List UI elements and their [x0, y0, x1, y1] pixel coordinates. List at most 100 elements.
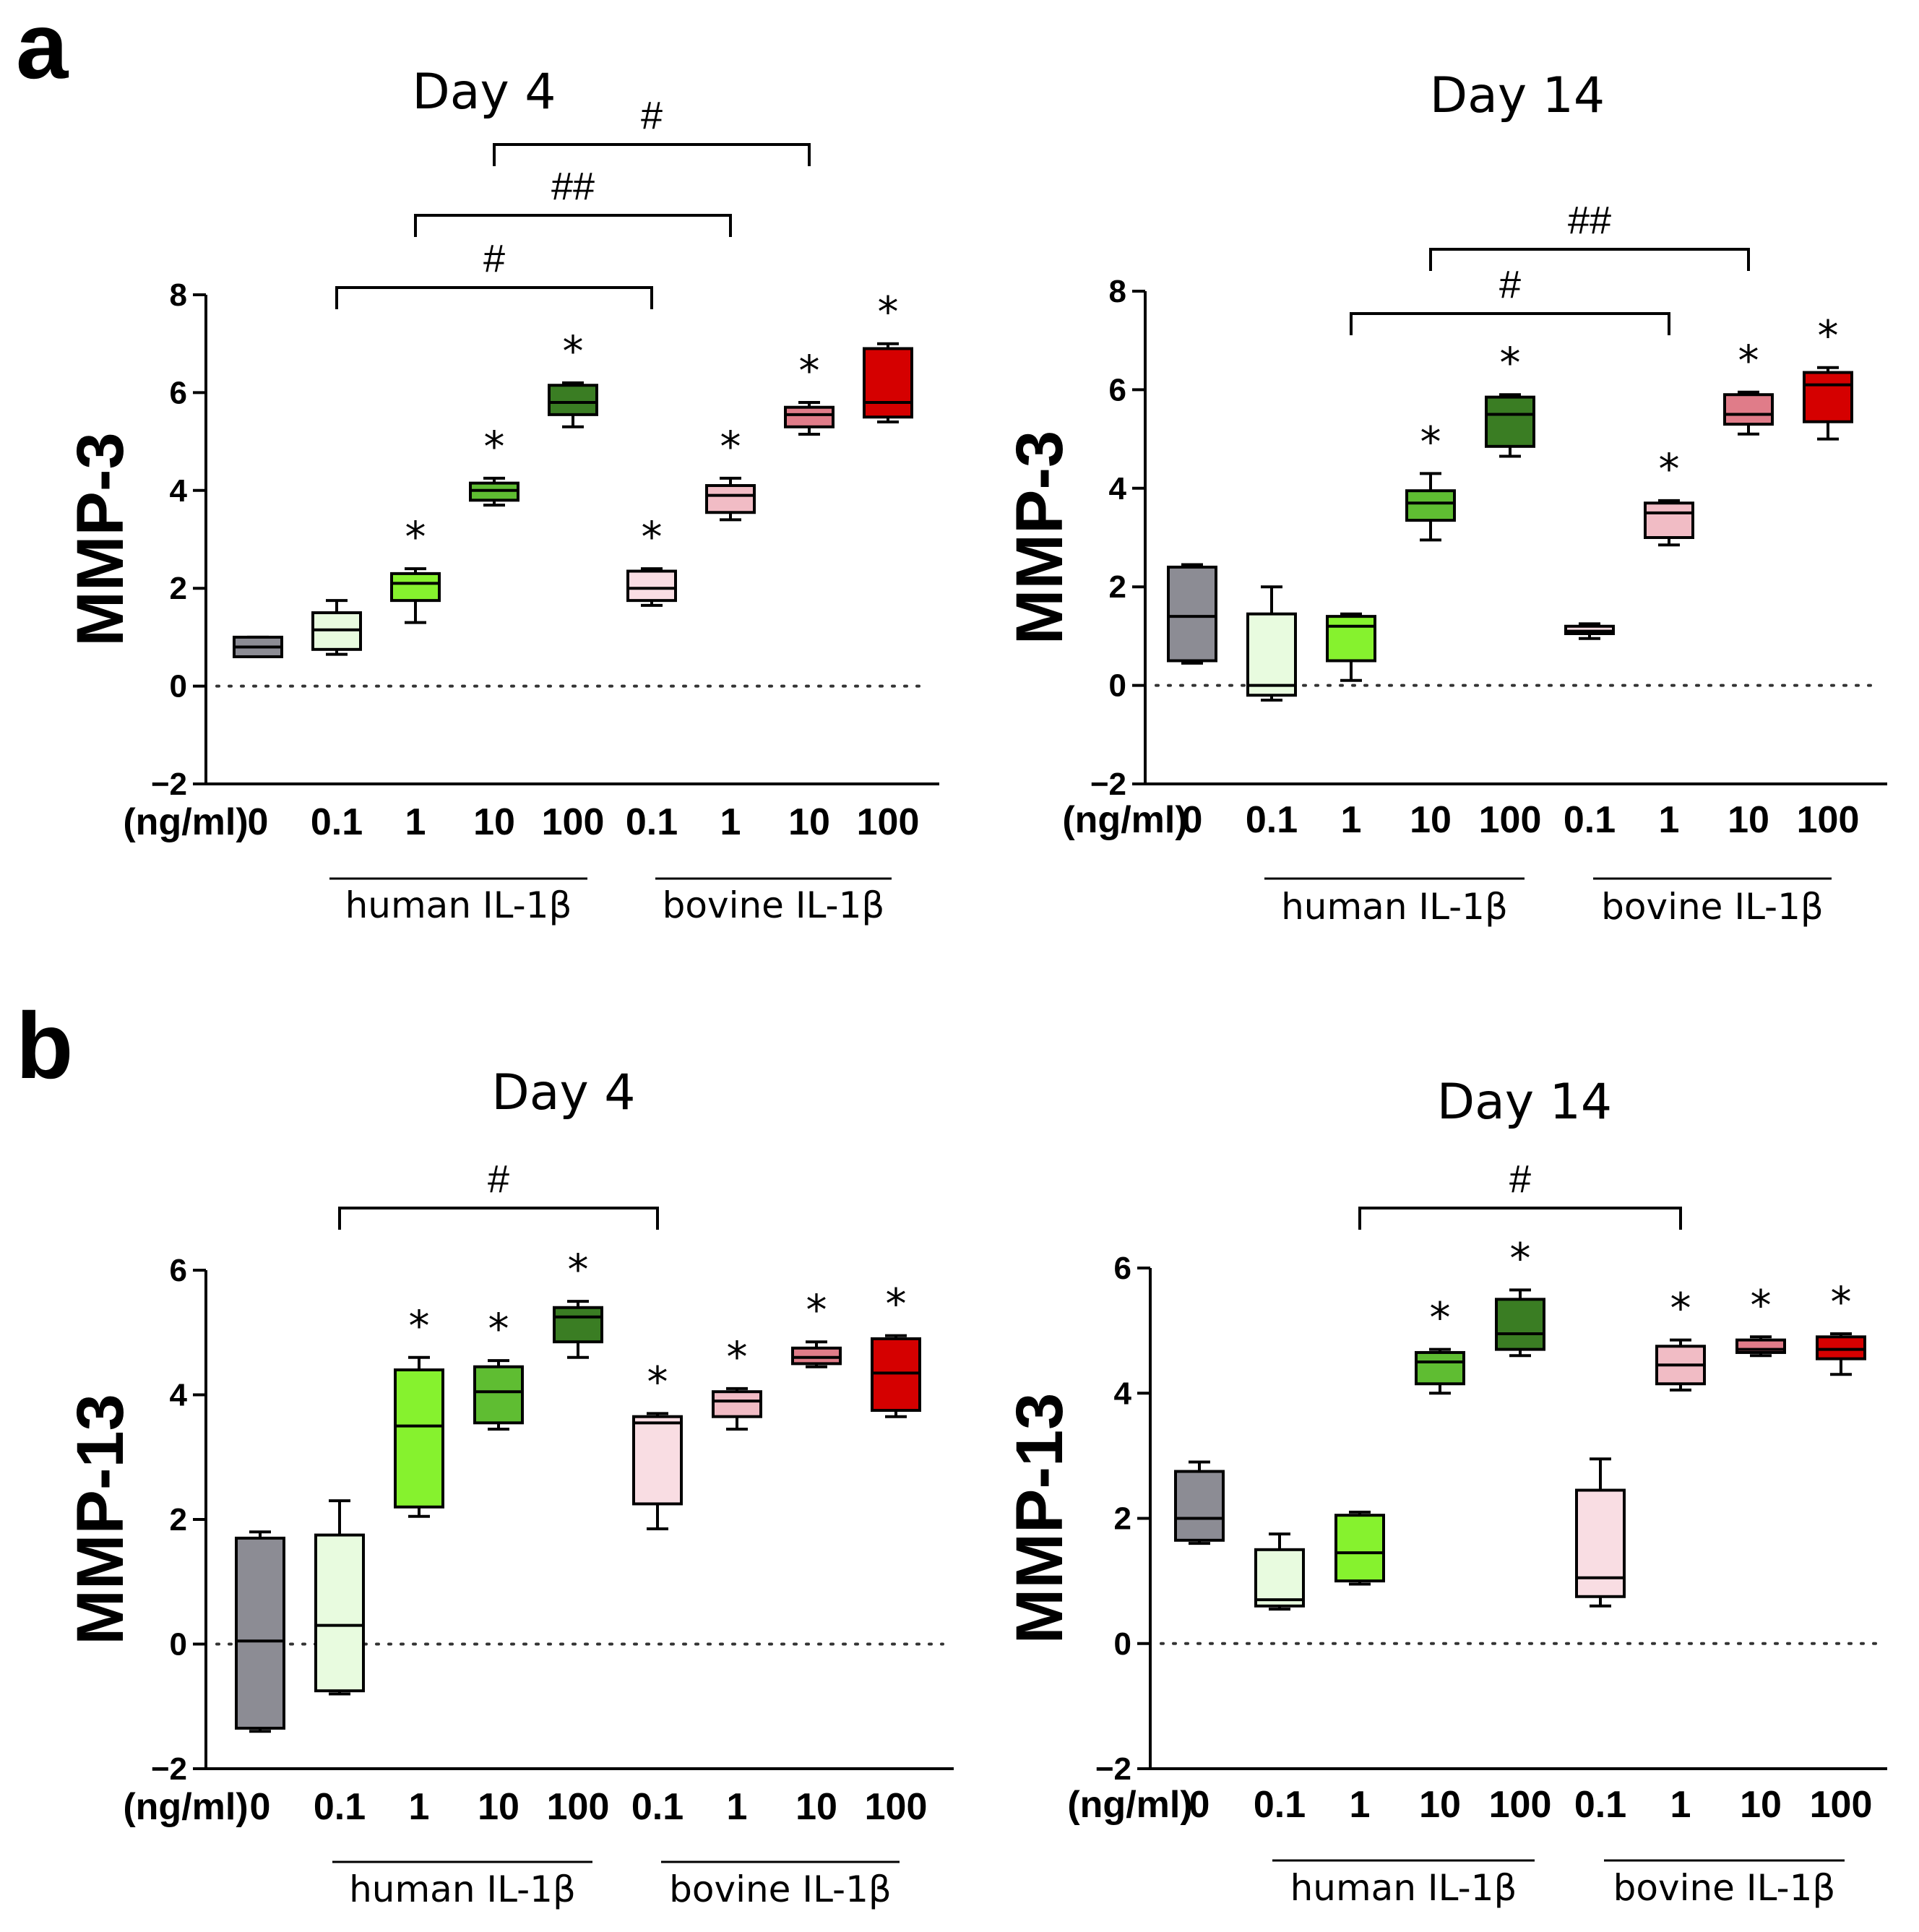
group-label-human: human IL-1β	[349, 1868, 576, 1910]
y-tick-label: 4	[170, 1378, 188, 1413]
bracket-line	[414, 214, 732, 237]
y-tick-label: 4	[1114, 1376, 1132, 1411]
x-tick-label: 10	[1740, 1784, 1782, 1826]
group-label-bovine: bovine IL-1β	[669, 1868, 892, 1910]
box-plot-7: *	[705, 422, 756, 522]
chart-title: Day 14	[1430, 67, 1605, 124]
y-tick-label: 4	[1109, 471, 1127, 506]
chart-title: Day 14	[1437, 1074, 1612, 1131]
significance-star: *	[642, 512, 663, 561]
box-iqr	[1254, 1548, 1305, 1608]
y-tick-label: −2	[1095, 1751, 1131, 1787]
box-iqr	[1167, 565, 1217, 663]
significance-star: *	[799, 346, 820, 395]
x-unit-label: (ng/ml)	[123, 1786, 248, 1828]
box-plot-8: *	[791, 1285, 842, 1368]
box-plot-9: *	[1816, 1277, 1866, 1376]
significance-star: *	[1751, 1280, 1772, 1329]
x-tick-label: 0.1	[626, 801, 678, 843]
significance-bracket-1: #	[338, 1157, 659, 1230]
box-iqr	[390, 572, 441, 603]
y-tick-label: 6	[1109, 372, 1126, 407]
x-tick-label: 100	[857, 801, 920, 843]
box-iqr	[1495, 1298, 1545, 1351]
significance-star: *	[405, 512, 426, 561]
x-tick-label: 0.1	[311, 801, 363, 843]
box-plot-2	[1246, 585, 1297, 702]
significance-star: *	[1430, 1293, 1451, 1342]
box-plot-3: *	[390, 512, 441, 624]
box-iqr	[705, 484, 756, 514]
box-plot-4: *	[1415, 1293, 1465, 1395]
bracket-label: #	[488, 1157, 509, 1201]
box-iqr	[784, 405, 835, 428]
box-iqr	[1174, 1470, 1225, 1542]
bracket-label: #	[483, 237, 505, 280]
box-plot-5: *	[548, 327, 598, 428]
bracket-label: ##	[1568, 199, 1611, 242]
x-tick-label: 100	[1810, 1784, 1873, 1826]
x-tick-label: 10	[1728, 799, 1769, 841]
box-plot-5: *	[1485, 338, 1535, 458]
x-tick-label: 1	[727, 1786, 748, 1828]
box-plot-6: *	[632, 1357, 683, 1530]
y-tick-label: 0	[170, 669, 187, 704]
x-unit-label: (ng/ml)	[1062, 799, 1187, 841]
box-plot-9: *	[1803, 311, 1853, 441]
x-tick-label: 1	[1659, 799, 1680, 841]
y-tick-label: 4	[170, 473, 188, 509]
box-iqr	[553, 1306, 603, 1344]
box-plot-5: *	[1495, 1233, 1545, 1358]
x-unit-label: (ng/ml)	[123, 801, 248, 843]
x-tick-label: 10	[1410, 799, 1452, 841]
x-tick-label: 0	[1189, 1784, 1210, 1826]
significance-star: *	[878, 288, 899, 337]
box-plot-6	[1575, 1457, 1626, 1608]
significance-star: *	[488, 1304, 509, 1353]
x-tick-label: 100	[542, 801, 605, 843]
box-iqr	[1334, 1514, 1385, 1583]
x-tick-label: 1	[1341, 799, 1362, 841]
box-plot-2	[311, 599, 362, 656]
box-plot-1	[1167, 563, 1217, 665]
y-axis-label: MMP-3	[1003, 431, 1077, 644]
box-iqr	[1816, 1335, 1866, 1360]
group-label-bovine: bovine IL-1β	[1601, 886, 1824, 928]
y-tick-label: −2	[151, 1751, 187, 1787]
x-tick-label: 1	[405, 801, 426, 843]
box-plot-6: *	[626, 512, 677, 607]
bracket-label: #	[1509, 1157, 1531, 1201]
y-axis-label: MMP-13	[64, 1394, 137, 1645]
box-iqr	[1803, 371, 1853, 423]
box-iqr	[1246, 612, 1297, 697]
y-tick-label: 6	[170, 1253, 187, 1288]
bracket-line	[1358, 1207, 1682, 1230]
x-tick-label: 0	[248, 801, 269, 843]
x-tick-label: 0.1	[1246, 799, 1298, 841]
bracket-line	[338, 1207, 659, 1230]
box-plot-1	[233, 635, 283, 658]
panel-letter: b	[16, 993, 73, 1098]
box-iqr	[1415, 1350, 1465, 1386]
box-iqr	[1405, 489, 1456, 522]
box-iqr	[863, 347, 913, 419]
significance-star: *	[727, 1332, 748, 1381]
box-plot-8: *	[1723, 336, 1774, 436]
x-tick-label: 10	[478, 1786, 519, 1828]
x-tick-label: 0.1	[314, 1786, 366, 1828]
box-iqr	[548, 384, 598, 416]
y-tick-label: 8	[1109, 274, 1126, 309]
bracket-line	[335, 286, 653, 309]
box-plot-3: *	[394, 1301, 444, 1518]
box-iqr	[473, 1365, 524, 1425]
x-tick-label: 0.1	[1574, 1784, 1626, 1826]
significance-star: *	[1659, 444, 1680, 493]
box-iqr	[791, 1346, 842, 1366]
box-iqr	[235, 1536, 285, 1730]
significance-star: *	[1420, 417, 1441, 466]
box-plot-3	[1326, 612, 1376, 682]
significance-bracket-1: #	[1358, 1157, 1682, 1230]
chart-title: Day 4	[491, 1064, 635, 1121]
significance-star: *	[1831, 1277, 1852, 1327]
